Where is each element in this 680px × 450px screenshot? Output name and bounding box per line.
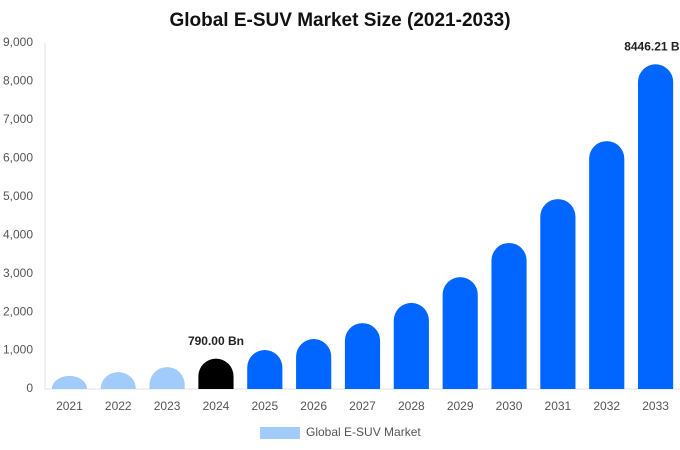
y-tick-label: 1,000 bbox=[3, 343, 33, 357]
bar bbox=[198, 358, 234, 389]
y-tick-label: 6,000 bbox=[3, 151, 33, 165]
x-tick-label: 2028 bbox=[398, 399, 425, 413]
x-tick-label: 2032 bbox=[593, 399, 620, 413]
bar bbox=[589, 141, 625, 389]
y-tick-label: 0 bbox=[26, 381, 33, 395]
y-tick-label: 9,000 bbox=[3, 35, 33, 49]
x-tick-label: 2027 bbox=[349, 399, 376, 413]
y-tick-label: 5,000 bbox=[3, 189, 33, 203]
x-tick-label: 2033 bbox=[642, 399, 669, 413]
bar bbox=[51, 375, 88, 389]
x-tick-label: 2025 bbox=[251, 399, 278, 413]
x-tick-label: 2024 bbox=[203, 399, 230, 413]
y-tick-label: 8,000 bbox=[3, 74, 33, 88]
x-tick-label: 2022 bbox=[105, 399, 132, 413]
bar bbox=[540, 199, 576, 389]
legend-swatch bbox=[260, 427, 300, 439]
bar bbox=[491, 242, 527, 389]
bar bbox=[442, 277, 478, 389]
x-tick-label: 2029 bbox=[447, 399, 474, 413]
bar bbox=[393, 302, 429, 389]
y-tick-label: 4,000 bbox=[3, 227, 33, 241]
x-tick-label: 2021 bbox=[56, 399, 83, 413]
x-tick-label: 2026 bbox=[300, 399, 327, 413]
x-tick-label: 2023 bbox=[154, 399, 181, 413]
chart-title: Global E-SUV Market Size (2021-2033) bbox=[169, 10, 510, 31]
y-tick-label: 7,000 bbox=[3, 112, 33, 126]
y-tick-label: 3,000 bbox=[3, 266, 33, 280]
data-label: 8446.21 Bn bbox=[624, 39, 680, 53]
bar bbox=[296, 339, 332, 389]
bar bbox=[100, 372, 136, 389]
legend-label: Global E-SUV Market bbox=[306, 425, 421, 439]
bar bbox=[247, 349, 283, 389]
data-label: 790.00 Bn bbox=[188, 334, 244, 348]
y-tick-label: 2,000 bbox=[3, 304, 33, 318]
x-tick-label: 2030 bbox=[496, 399, 523, 413]
bar bbox=[344, 323, 381, 389]
bar bbox=[637, 64, 674, 390]
bar bbox=[149, 367, 185, 389]
x-tick-label: 2031 bbox=[545, 399, 572, 413]
